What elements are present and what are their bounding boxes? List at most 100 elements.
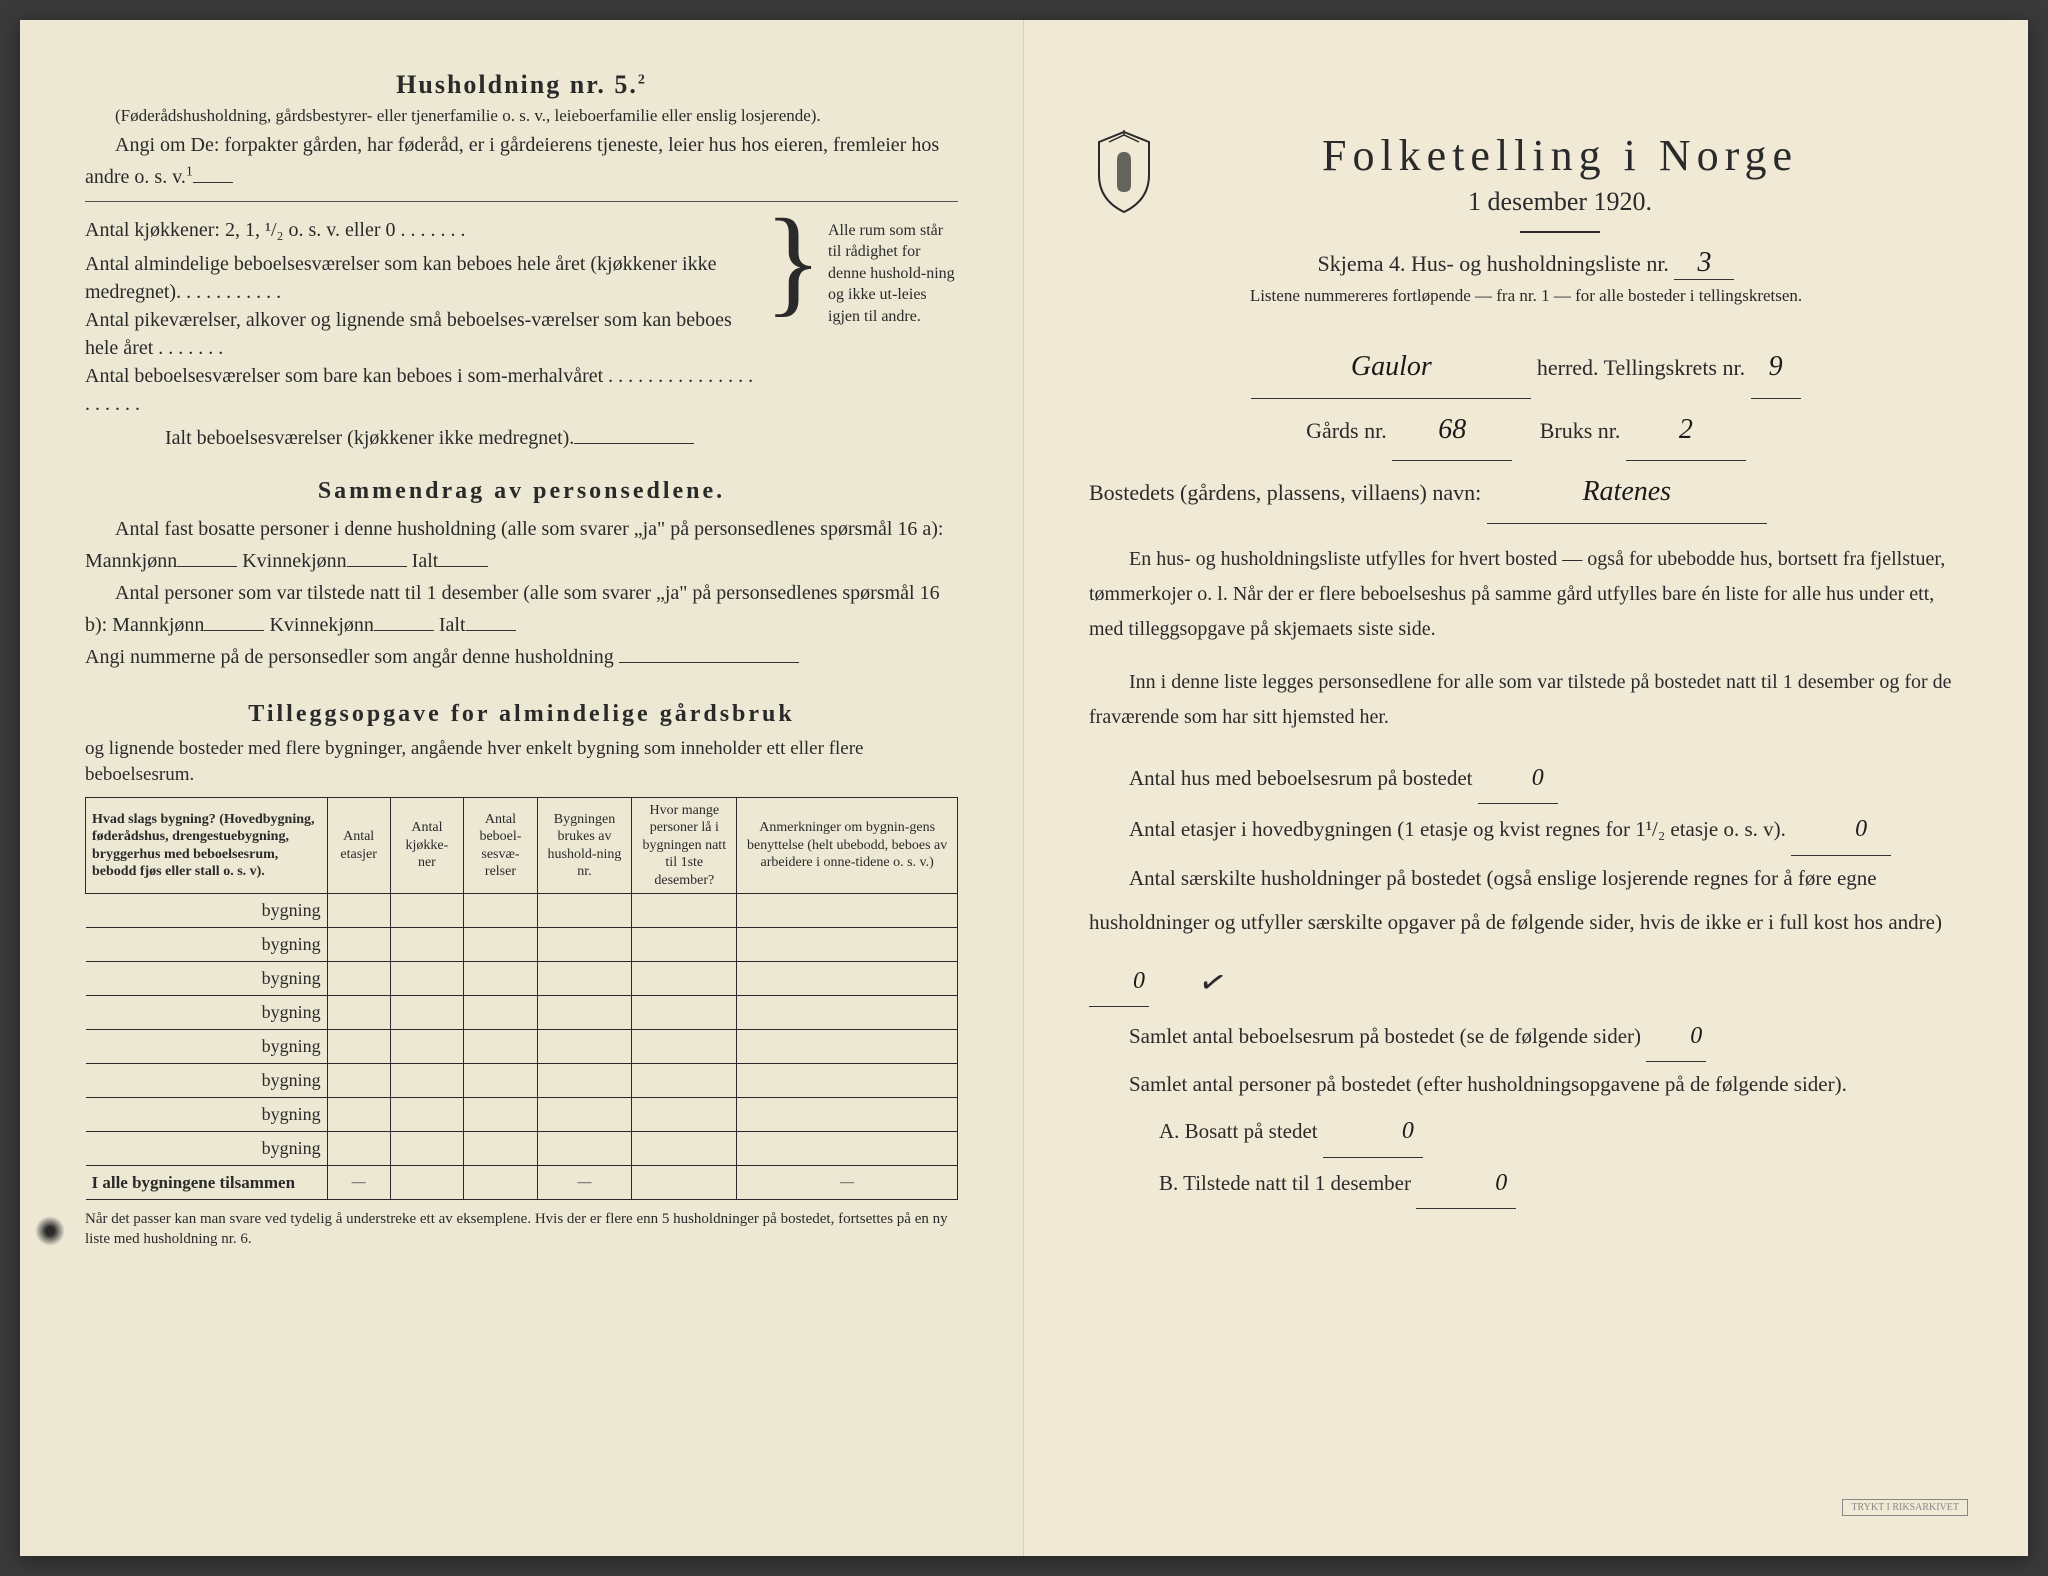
cell [632, 894, 737, 928]
s3: Angi nummerne på de personsedler som ang… [85, 646, 614, 668]
th-6: Anmerkninger om bygnin-gens benyttelse (… [737, 797, 958, 894]
cell [632, 1030, 737, 1064]
note-2-sup: 1 [186, 164, 193, 179]
rooms-left: Antal kjøkkener: 2, 1, ¹/₂ o. s. v. elle… [85, 210, 758, 458]
cell [464, 962, 538, 996]
row-label: bygning [86, 1132, 328, 1166]
gards-row: Gårds nr. 68 Bruks nr. 2 [1089, 399, 1963, 462]
rooms-total: Ialt beboelsesværelser (kjøkkener ikke m… [85, 418, 758, 458]
f [632, 1166, 737, 1200]
table-foot: I alle bygningene tilsammen ——— [86, 1166, 958, 1200]
cell [390, 1064, 464, 1098]
heading-sup: 2 [638, 72, 647, 87]
th-1: Antal etasjer [327, 797, 390, 894]
q5b-val: 0 [1495, 1170, 1507, 1196]
household-heading: Husholdning nr. 5.2 [85, 70, 958, 100]
q2-val: 0 [1855, 816, 1867, 842]
q5a-label: A. Bosatt på stedet [1159, 1119, 1318, 1143]
cell [327, 1132, 390, 1166]
buildings-table: Hvad slags bygning? (Hovedbygning, føder… [85, 797, 958, 1201]
rule-icon [1520, 231, 1600, 233]
rooms-2: Antal pikeværelser, alkover og lignende … [85, 306, 758, 362]
q5a: A. Bosatt på stedet 0 [1089, 1106, 1963, 1157]
divider [85, 201, 958, 202]
q5b-label: B. Tilstede natt til 1 desember [1159, 1171, 1411, 1195]
cell [632, 1064, 737, 1098]
coat-of-arms-icon [1089, 130, 1159, 215]
cell [327, 894, 390, 928]
cell [632, 996, 737, 1030]
cell [737, 996, 958, 1030]
cell [737, 962, 958, 996]
s2c: Ialt [439, 614, 466, 636]
q5: Samlet antal personer på bostedet (efter… [1089, 1062, 1963, 1106]
brace-text: Alle rum som står til rådighet for denne… [828, 210, 958, 458]
cell [632, 1098, 737, 1132]
th-5: Hvor mange personer lå i bygningen natt … [632, 797, 737, 894]
q1-label: Antal hus med beboelsesrum på bostedet [1129, 766, 1473, 790]
cell [537, 1098, 632, 1132]
note-2-text: Angi om De: forpakter gården, har føderå… [85, 134, 939, 188]
herred-value: Gaulor [1351, 351, 1432, 382]
cell [537, 1030, 632, 1064]
location-block: Gaulor herred. Tellingskrets nr. 9 Gårds… [1089, 336, 1963, 524]
cell [390, 1030, 464, 1064]
th-3: Antal beboel-sesvæ-relser [464, 797, 538, 894]
th-0: Hvad slags bygning? (Hovedbygning, føder… [86, 797, 328, 894]
census-document: Husholdning nr. 5.2 (Føderådshusholdning… [20, 20, 2028, 1556]
header-block: Folketelling i Norge 1 desember 1920. [1089, 130, 1963, 247]
cell [464, 1132, 538, 1166]
footnote: Når det passer kan man svare ved tydelig… [85, 1210, 958, 1249]
cell [464, 894, 538, 928]
summary-2: Antal personer som var tilstede natt til… [85, 577, 958, 641]
f [390, 1166, 464, 1200]
note-2: Angi om De: forpakter gården, har føderå… [85, 129, 958, 193]
b [204, 630, 264, 631]
skjema-nr: 3 [1697, 247, 1711, 278]
title-block: Folketelling i Norge 1 desember 1920. [1183, 130, 1937, 247]
b [438, 566, 488, 567]
gards-nr: 68 [1438, 414, 1466, 445]
cell [537, 962, 632, 996]
cell [327, 1098, 390, 1132]
cell [632, 928, 737, 962]
cell [327, 996, 390, 1030]
printer-stamp: TRYKT I RIKSARKIVET [1842, 1499, 1968, 1516]
f: — [327, 1166, 390, 1200]
heading-text: Husholdning nr. 5. [396, 70, 638, 99]
cell [737, 928, 958, 962]
bruks-label: Bruks nr. [1540, 418, 1621, 443]
cell [390, 894, 464, 928]
rooms-1: Antal almindelige beboelsesværelser som … [85, 250, 758, 306]
blank [574, 443, 694, 444]
gards-label: Gårds nr. [1306, 418, 1387, 443]
rooms-total-text: Ialt beboelsesværelser (kjøkkener ikke m… [165, 427, 574, 449]
q1: Antal hus med beboelsesrum på bostedet 0 [1089, 753, 1963, 804]
th-4: Bygningen brukes av hushold-ning nr. [537, 797, 632, 894]
rooms-block: Antal kjøkkener: 2, 1, ¹/₂ o. s. v. elle… [85, 210, 958, 458]
brace-icon: } [758, 210, 828, 458]
b [177, 566, 237, 567]
b [374, 630, 434, 631]
para-2: Inn i denne liste legges personsedlene f… [1089, 665, 1963, 735]
table-row: bygning [86, 1030, 958, 1064]
bosted-row: Bostedets (gårdens, plassens, villaens) … [1089, 461, 1963, 524]
row-label: bygning [86, 1064, 328, 1098]
para-1: En hus- og husholdningsliste utfylles fo… [1089, 542, 1963, 647]
right-page: Folketelling i Norge 1 desember 1920. Sk… [1024, 20, 2028, 1556]
q4-val: 0 [1690, 1023, 1702, 1049]
cell [390, 1132, 464, 1166]
th-2: Antal kjøkke-ner [390, 797, 464, 894]
q3-label: Antal særskilte husholdninger på bostede… [1089, 866, 1942, 934]
row-label: bygning [86, 1098, 328, 1132]
table-row: bygning [86, 1098, 958, 1132]
cell [632, 1132, 737, 1166]
q4: Samlet antal beboelsesrum på bostedet (s… [1089, 1011, 1963, 1062]
cell [390, 1098, 464, 1132]
cell [737, 1064, 958, 1098]
f [464, 1166, 538, 1200]
row-label: bygning [86, 1030, 328, 1064]
q3-val: 0 [1133, 968, 1145, 994]
bosted-value: Ratenes [1582, 476, 1671, 507]
footer-label: I alle bygningene tilsammen [86, 1166, 328, 1200]
